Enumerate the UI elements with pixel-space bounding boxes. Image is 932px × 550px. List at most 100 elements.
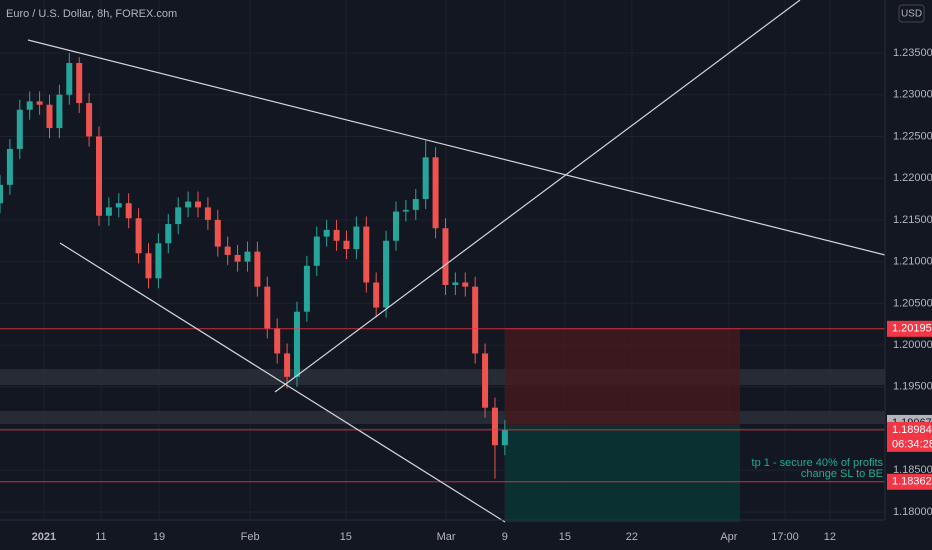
candle-body	[452, 282, 459, 285]
candle-body	[462, 282, 469, 287]
currency-badge[interactable]	[898, 4, 925, 23]
candle-body	[323, 229, 330, 237]
y-tick-label: 1.23500	[893, 47, 932, 59]
trendline	[59, 242, 506, 523]
zone	[0, 369, 885, 385]
candle-body	[353, 226, 360, 250]
candle-body	[155, 243, 162, 279]
candle-body	[0, 184, 3, 204]
candle-body	[135, 218, 142, 254]
candle-body	[412, 199, 419, 210]
x-tick-label: Mar	[437, 531, 456, 543]
candle-body	[16, 109, 23, 149]
candle-body	[165, 224, 172, 244]
x-tick-label: 15	[559, 531, 571, 543]
axes: 1.180001.185001.190001.195001.200001.205…	[32, 47, 932, 543]
candle-body	[224, 246, 231, 255]
price-label: 1.18984	[892, 424, 932, 436]
countdown: 06:34:28	[892, 438, 932, 450]
candle-body	[363, 226, 370, 283]
candle-body	[76, 63, 83, 104]
candle-body	[432, 157, 439, 229]
currency: USD	[901, 9, 922, 20]
candle-body	[422, 157, 429, 200]
candle-body	[442, 228, 449, 285]
candle-body	[115, 203, 122, 208]
x-tick-label: 17:00	[771, 531, 799, 543]
candle-body	[105, 207, 112, 216]
x-tick-label: Feb	[241, 531, 260, 543]
y-tick-label: 1.19500	[893, 381, 932, 393]
y-tick-label: 1.18000	[893, 506, 932, 518]
y-tick-label: 1.20000	[893, 339, 932, 351]
candle-body	[56, 94, 63, 129]
candle-body	[333, 229, 340, 241]
candle-body	[185, 201, 192, 208]
stop-zone	[505, 328, 740, 425]
x-tick-label: 22	[626, 531, 638, 543]
y-tick-label: 1.22000	[893, 172, 932, 184]
y-tick-label: 1.21000	[893, 256, 932, 268]
candle-body	[491, 407, 498, 446]
candle-body	[175, 207, 182, 225]
x-tick-label: 19	[153, 531, 165, 543]
zone	[0, 411, 885, 424]
candle-body	[274, 328, 281, 354]
annotation: tp 1 - secure 40% of profits	[752, 457, 884, 469]
candle-body	[392, 211, 399, 241]
x-tick-label: 9	[502, 531, 508, 543]
candle-body	[214, 219, 221, 247]
candle-body	[343, 240, 350, 250]
candle-body	[264, 286, 271, 329]
candle-body	[194, 201, 201, 208]
candle-body	[204, 207, 211, 220]
candle-body	[66, 63, 73, 95]
candle-body	[482, 353, 489, 408]
candle-body	[254, 251, 261, 287]
levels	[0, 328, 885, 483]
price-badge	[887, 421, 932, 438]
y-tick-label: 1.21500	[893, 214, 932, 226]
candle-body	[234, 254, 241, 262]
trendline	[27, 39, 886, 256]
y-tick-label: 1.18500	[893, 464, 932, 476]
candle-body	[293, 311, 300, 377]
y-tick-label: 1.23000	[893, 89, 932, 101]
x-tick-label: 12	[824, 531, 836, 543]
trendline	[274, 0, 801, 393]
candle-body	[26, 101, 33, 110]
y-tick-label: 1.22500	[893, 130, 932, 142]
price-badge	[887, 320, 932, 337]
candle-body	[383, 240, 390, 308]
candle-body	[244, 251, 251, 262]
candle-body	[125, 203, 132, 219]
candle-body	[95, 136, 102, 216]
annotation: change SL to BE	[801, 468, 883, 480]
candle-body	[373, 282, 380, 308]
candles	[0, 52, 508, 479]
candle-body	[402, 209, 409, 212]
price-badge	[887, 473, 932, 490]
candle-body	[284, 353, 291, 377]
price-label: 1.18362	[892, 476, 932, 488]
target-zone	[505, 425, 740, 522]
candle-body	[501, 429, 508, 446]
candle-body	[145, 253, 152, 279]
candle-body	[472, 286, 479, 354]
x-tick-label: Apr	[720, 531, 737, 543]
chart-title: Euro / U.S. Dollar, 8h, FOREX.com	[6, 8, 177, 20]
candle-body	[86, 103, 93, 137]
x-tick-label: 15	[340, 531, 352, 543]
price-label: 1.20195	[892, 323, 932, 335]
x-tick-label: 11	[95, 531, 106, 543]
x-tick-label: 2021	[32, 531, 56, 543]
candle-body	[313, 236, 320, 266]
candle-body	[46, 104, 53, 129]
countdown-badge	[887, 436, 932, 452]
candle-body	[6, 148, 13, 185]
candle-body	[303, 265, 310, 312]
candle-body	[36, 101, 43, 105]
y-tick-label: 1.20500	[893, 297, 932, 309]
